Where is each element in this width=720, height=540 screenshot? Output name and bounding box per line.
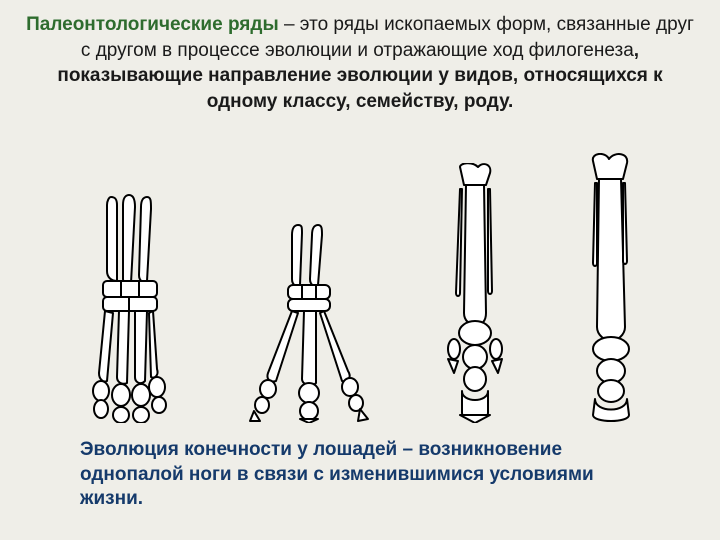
headline-term: Палеонтологические ряды	[26, 14, 279, 35]
limb-3-toes-reduced	[430, 163, 520, 423]
figure-row	[44, 143, 676, 423]
limb-4-toes	[69, 193, 189, 423]
slide: Палеонтологические ряды – это ряды ископ…	[0, 0, 720, 540]
limb-3-toes-splayed	[240, 223, 380, 423]
limb-1-toe	[571, 153, 651, 423]
headline-paragraph: Палеонтологические ряды – это ряды ископ…	[24, 12, 696, 115]
caption-text: Эволюция конечности у лошадей – возникно…	[80, 438, 640, 512]
